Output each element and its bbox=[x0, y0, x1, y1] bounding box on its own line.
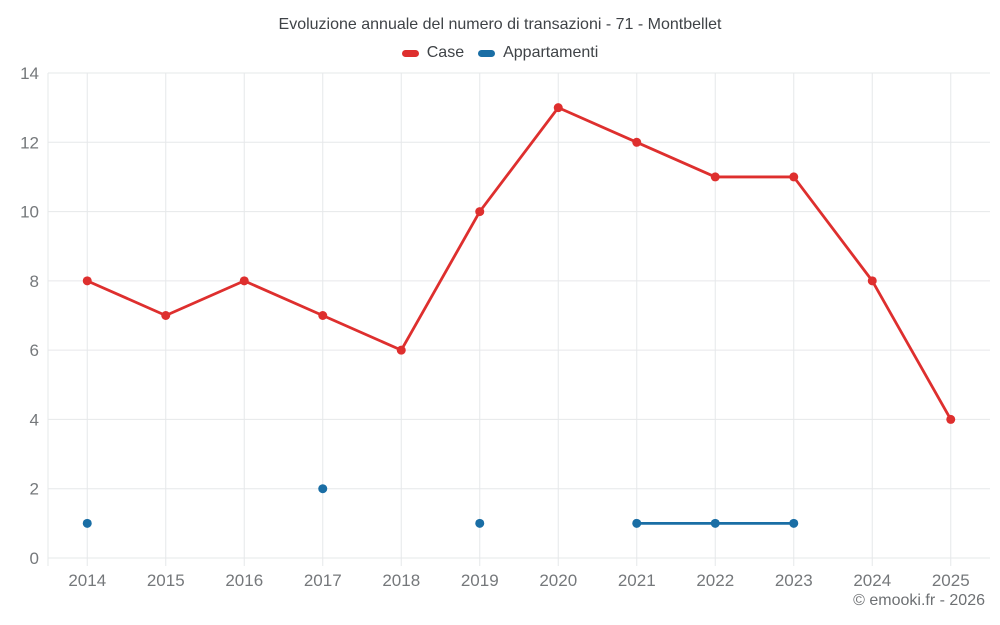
svg-text:2017: 2017 bbox=[304, 571, 342, 590]
legend-label-appartamenti: Appartamenti bbox=[503, 44, 599, 61]
svg-text:2023: 2023 bbox=[775, 571, 813, 590]
svg-text:2021: 2021 bbox=[618, 571, 656, 590]
chart-legend: Case Appartamenti bbox=[0, 44, 1000, 62]
svg-text:2014: 2014 bbox=[68, 571, 106, 590]
legend-swatch-case-icon bbox=[401, 49, 419, 57]
copyright-text: © emooki.fr - 2026 bbox=[853, 592, 985, 609]
legend-item-case[interactable]: Case bbox=[401, 44, 465, 62]
svg-text:2020: 2020 bbox=[539, 571, 577, 590]
svg-text:2018: 2018 bbox=[382, 571, 420, 590]
svg-text:4: 4 bbox=[30, 410, 39, 429]
svg-text:2015: 2015 bbox=[147, 571, 185, 590]
svg-text:10: 10 bbox=[20, 203, 39, 222]
legend-swatch-appartamenti-icon bbox=[478, 49, 496, 57]
legend-label-case: Case bbox=[426, 44, 465, 61]
chart-title: Evoluzione annuale del numero di transaz… bbox=[278, 16, 722, 33]
svg-text:2019: 2019 bbox=[461, 571, 499, 590]
svg-text:12: 12 bbox=[20, 133, 39, 152]
svg-text:2016: 2016 bbox=[225, 571, 263, 590]
svg-text:2022: 2022 bbox=[696, 571, 734, 590]
svg-text:0: 0 bbox=[30, 549, 39, 568]
svg-text:6: 6 bbox=[30, 341, 39, 360]
legend-item-appartamenti[interactable]: Appartamenti bbox=[478, 44, 598, 62]
svg-text:14: 14 bbox=[20, 64, 39, 83]
svg-text:8: 8 bbox=[30, 272, 39, 291]
svg-text:2: 2 bbox=[30, 480, 39, 499]
svg-text:2024: 2024 bbox=[853, 571, 891, 590]
svg-text:2025: 2025 bbox=[932, 571, 970, 590]
